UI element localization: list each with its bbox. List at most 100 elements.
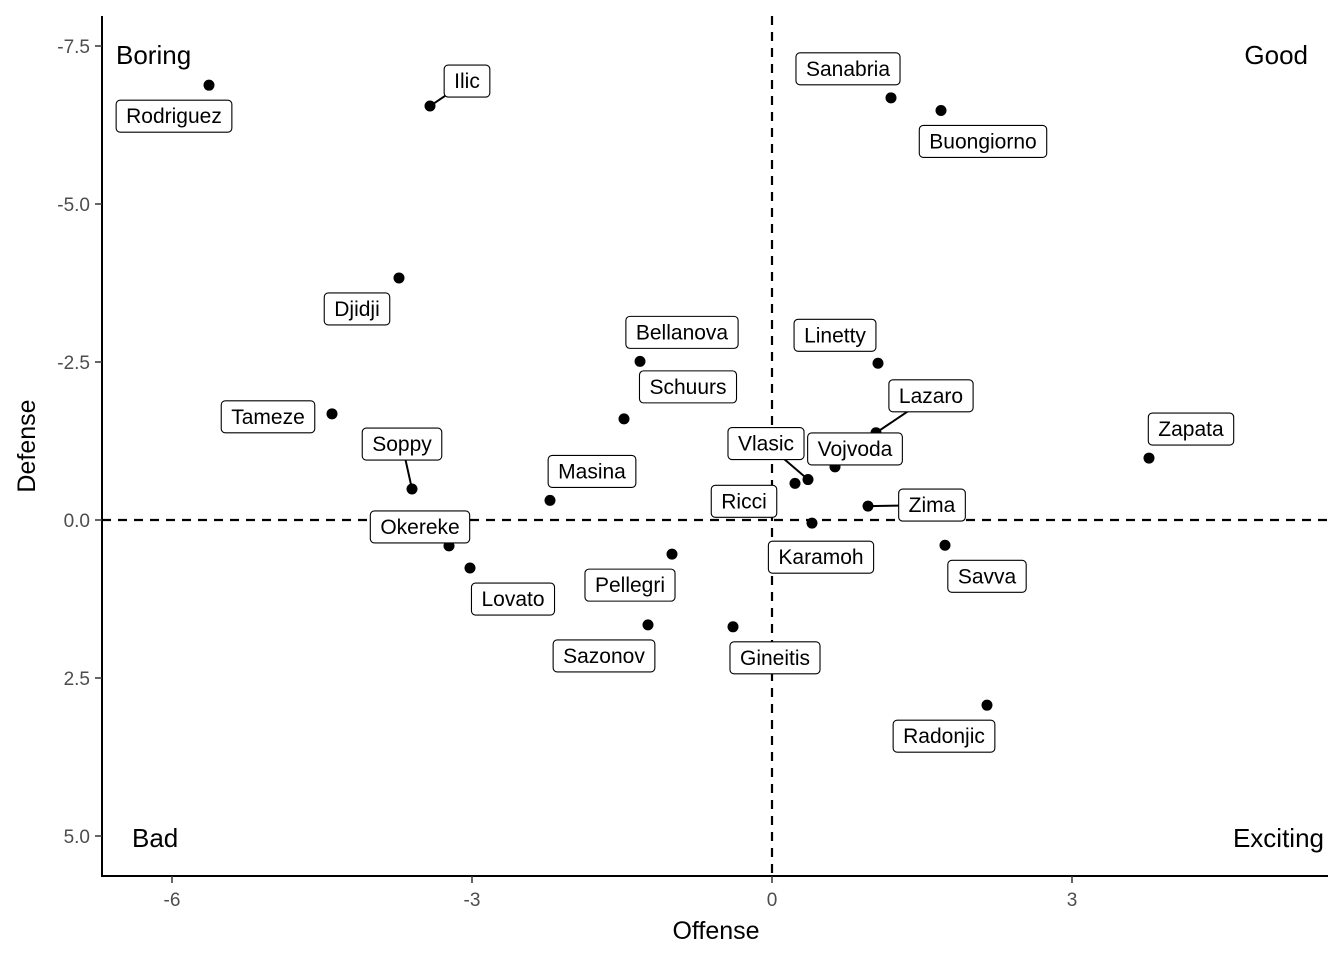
x-axis-title: Offense xyxy=(672,917,759,945)
point-lovato xyxy=(464,562,476,574)
label-box xyxy=(892,719,996,753)
point-djidji xyxy=(393,272,405,284)
x-tick-label: -3 xyxy=(464,890,481,911)
quadrant-label-bottom-right: Exciting xyxy=(1233,823,1324,853)
y-axis-title: Defense xyxy=(13,399,41,492)
point-radonjic xyxy=(981,699,993,711)
point-label-text: Ilic xyxy=(454,70,480,93)
point-label-text: Buongiorno xyxy=(929,130,1036,153)
point-label-text: Sanabria xyxy=(806,58,890,81)
y-tick-label: 2.5 xyxy=(64,669,90,690)
quadrant-label-top-right: Good xyxy=(1244,40,1308,70)
quadrant-label-top-left: Boring xyxy=(116,40,191,70)
label-box xyxy=(767,540,875,574)
label-rodriguez: Rodriguez xyxy=(115,99,233,133)
y-tick-label: -5.0 xyxy=(57,195,90,216)
label-linetty: Linetty xyxy=(793,318,877,352)
label-box xyxy=(888,379,974,413)
y-tick-label: 5.0 xyxy=(64,827,90,848)
label-box xyxy=(115,99,233,133)
point-savva xyxy=(939,539,951,551)
label-masina: Masina xyxy=(547,454,637,488)
point-label-text: Lovato xyxy=(481,588,544,611)
label-schuurs: Schuurs xyxy=(638,370,738,404)
point-label-text: Tameze xyxy=(231,406,305,429)
point-schuurs xyxy=(618,413,630,425)
label-box xyxy=(323,292,391,326)
point-soppy xyxy=(406,483,418,495)
point-label-text: Zima xyxy=(909,494,956,517)
point-label-text: Rodriguez xyxy=(126,105,222,128)
quadrant-label-bottom-left: Bad xyxy=(132,823,178,853)
point-label-text: Pellegri xyxy=(595,574,665,597)
label-box xyxy=(638,370,738,404)
x-tick-label: 3 xyxy=(1067,890,1078,911)
label-box xyxy=(1147,412,1235,446)
label-savva: Savva xyxy=(947,559,1027,593)
label-box xyxy=(807,432,903,466)
label-box xyxy=(727,427,805,461)
label-box xyxy=(898,488,966,522)
label-zima: Zima xyxy=(898,488,966,522)
point-zima xyxy=(862,500,874,512)
point-label-text: Karamoh xyxy=(778,546,863,569)
label-sazonov: Sazonov xyxy=(552,639,656,673)
point-ilic xyxy=(424,100,436,112)
label-box xyxy=(552,639,656,673)
label-vlasic: Vlasic xyxy=(727,427,805,461)
quadrant-labels: Boring Good Bad Exciting xyxy=(116,40,1324,853)
label-box xyxy=(710,484,778,518)
point-label-text: Vlasic xyxy=(738,433,794,456)
label-buongiorno: Buongiorno xyxy=(918,124,1048,159)
point-label-text: Vojvoda xyxy=(818,438,893,461)
label-box xyxy=(220,400,316,434)
point-label-text: Djidji xyxy=(334,298,380,321)
point-label-text: Bellanova xyxy=(636,321,729,344)
point-karamoh xyxy=(806,517,818,529)
point-pellegri xyxy=(666,548,678,560)
point-rodriguez xyxy=(203,79,215,91)
point-label-text: Savva xyxy=(958,565,1017,588)
point-label-text: Linetty xyxy=(804,324,866,347)
point-masina xyxy=(544,494,556,506)
point-label-text: Radonjic xyxy=(903,725,985,748)
y-tick-label: 0.0 xyxy=(64,511,90,532)
label-box xyxy=(369,510,471,544)
point-tameze xyxy=(326,408,338,420)
point-label-text: Zapata xyxy=(1158,418,1224,441)
label-box xyxy=(793,318,877,352)
label-box xyxy=(625,315,739,349)
point-label-text: Sazonov xyxy=(563,645,645,668)
point-label-text: Okereke xyxy=(380,516,459,539)
label-sanabria: Sanabria xyxy=(795,52,901,86)
label-lazaro: Lazaro xyxy=(888,379,974,413)
x-tick-label: 0 xyxy=(767,890,778,911)
point-label-text: Schuurs xyxy=(649,376,726,399)
y-tick-label: -7.5 xyxy=(57,37,90,58)
point-label-text: Lazaro xyxy=(899,385,963,408)
label-tameze: Tameze xyxy=(220,400,316,434)
label-djidji: Djidji xyxy=(323,292,391,326)
label-bellanova: Bellanova xyxy=(625,315,739,349)
point-ricci xyxy=(789,477,801,489)
point-zapata xyxy=(1143,452,1155,464)
axis-ticks: -6 -3 0 3 -7.5 -5.0 -2.5 0.0 2.5 5.0 xyxy=(57,37,1077,911)
point-label-text: Ricci xyxy=(721,490,767,513)
point-label-text: Masina xyxy=(558,460,626,483)
point-gineitis xyxy=(727,621,739,633)
label-ilic: Ilic xyxy=(443,64,491,98)
label-box xyxy=(584,568,676,602)
point-buongiorno xyxy=(935,104,947,116)
point-label-text: Gineitis xyxy=(740,647,810,670)
point-vlasic xyxy=(802,474,814,486)
data-points xyxy=(203,79,1155,711)
label-vojvoda: Vojvoda xyxy=(807,432,903,466)
point-bellanova xyxy=(634,355,646,367)
label-lovato: Lovato xyxy=(470,582,556,616)
label-karamoh: Karamoh xyxy=(767,540,875,574)
label-okereke: Okereke xyxy=(369,510,471,544)
label-ricci: Ricci xyxy=(710,484,778,518)
label-box xyxy=(795,52,901,86)
axes xyxy=(101,16,1328,877)
